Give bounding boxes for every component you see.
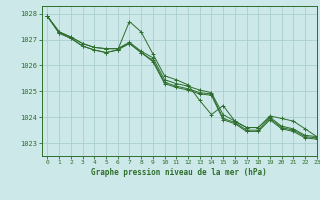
X-axis label: Graphe pression niveau de la mer (hPa): Graphe pression niveau de la mer (hPa) (91, 168, 267, 177)
